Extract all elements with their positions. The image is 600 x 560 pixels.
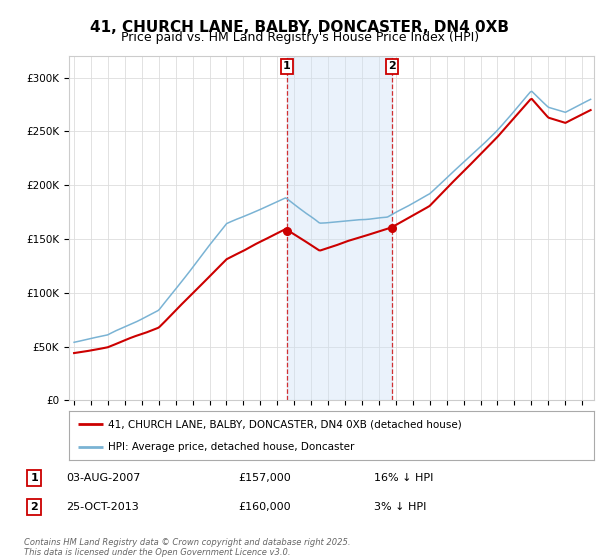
Text: 41, CHURCH LANE, BALBY, DONCASTER, DN4 0XB (detached house): 41, CHURCH LANE, BALBY, DONCASTER, DN4 0…: [109, 419, 462, 430]
Text: £160,000: £160,000: [238, 502, 291, 512]
Text: 2: 2: [30, 502, 38, 512]
Text: 1: 1: [30, 473, 38, 483]
Text: Contains HM Land Registry data © Crown copyright and database right 2025.
This d: Contains HM Land Registry data © Crown c…: [24, 538, 350, 557]
Text: 41, CHURCH LANE, BALBY, DONCASTER, DN4 0XB: 41, CHURCH LANE, BALBY, DONCASTER, DN4 0…: [91, 20, 509, 35]
Text: 3% ↓ HPI: 3% ↓ HPI: [374, 502, 426, 512]
Text: 25-OCT-2013: 25-OCT-2013: [66, 502, 139, 512]
Text: Price paid vs. HM Land Registry's House Price Index (HPI): Price paid vs. HM Land Registry's House …: [121, 31, 479, 44]
Bar: [287, 56, 392, 400]
Text: 1: 1: [283, 61, 291, 71]
Text: 2: 2: [388, 61, 396, 71]
Text: £157,000: £157,000: [238, 473, 291, 483]
Text: HPI: Average price, detached house, Doncaster: HPI: Average price, detached house, Donc…: [109, 442, 355, 452]
Text: 03-AUG-2007: 03-AUG-2007: [66, 473, 140, 483]
Text: 16% ↓ HPI: 16% ↓ HPI: [374, 473, 433, 483]
